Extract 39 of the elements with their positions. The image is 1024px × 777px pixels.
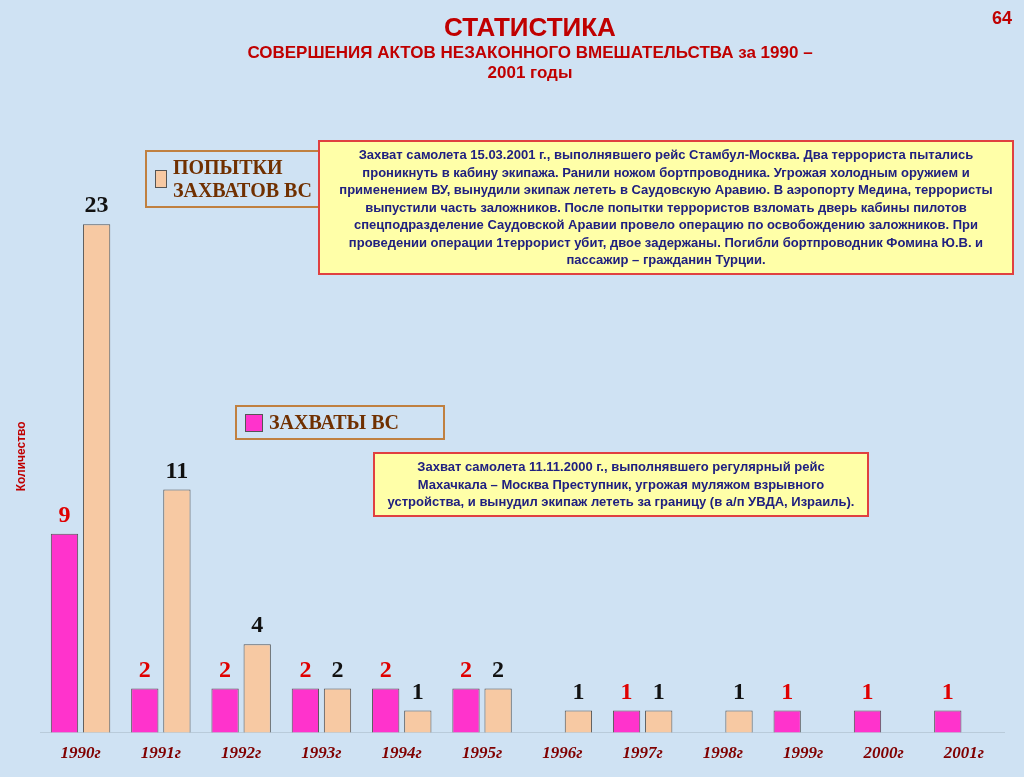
- data-label: 4: [251, 611, 264, 638]
- data-label: 1: [572, 677, 585, 704]
- data-label: 2: [138, 655, 151, 682]
- data-label: 11: [165, 456, 189, 483]
- x-tick-label: 1994г: [381, 743, 422, 763]
- x-tick-label: 2000г: [862, 743, 904, 763]
- x-tick-label: 1999г: [783, 743, 824, 763]
- x-tick-label: 1991г: [140, 743, 181, 763]
- data-label: 1: [620, 677, 633, 704]
- text: 64: [991, 8, 1012, 29]
- x-tick-label: 1998г: [702, 743, 744, 763]
- data-label: 1: [941, 677, 954, 704]
- data-label: 2: [219, 655, 232, 682]
- data-label: 23: [84, 191, 109, 218]
- data-label: 2: [492, 655, 505, 682]
- x-tick-label: 1992г: [221, 743, 262, 763]
- legend-label: ПОПЫТКИ ЗАХВАТОВ ВС: [172, 156, 313, 202]
- callout-box: Захват самолета 15.03.2001 г., выполнявшего рейс Стамбул-Москва. Два террориста пытались проникнуть в кабину экипажа. Ранили ножом бортпроводника. Угрожая холодным оружием и применением ВУ, вынудили экипаж лететь в Саудовскую Аравию. В аэропорту Медина, террористы выпустили часть заложников. После попытки террористов взломать дверь кабины пилотов спецподразделение Саудовской Аравии провело операцию по освобождению заложников. При проведении операции 1террорист убит, двое задержаны. Погибли бортпроводник Фомина Ю.В. и пассажир – гражданин Турции.: [318, 140, 1014, 275]
- data-label: 2: [331, 655, 344, 682]
- legend-label: ЗАХВАТЫ ВС: [269, 411, 399, 434]
- x-tick-label: 1990г: [60, 743, 101, 763]
- data-label: 1: [861, 677, 874, 704]
- x-tick-label: 1996г: [542, 743, 583, 763]
- y-axis-title: Количество: [13, 421, 28, 492]
- data-label: 2: [379, 655, 392, 682]
- chart-title: СТАТИСТИКА: [443, 12, 617, 43]
- data-label: 9: [58, 500, 71, 527]
- callout-box: Захват самолета 11.11.2000 г., выполнявшего регулярный рейс Махачкала – Москва Преступник, угрожая муляжом взрывного устройства, и вынудил экипаж лететь за границу (в а/п УВДА, Израиль).: [373, 452, 869, 517]
- data-label: 1: [411, 677, 424, 704]
- data-label: 2: [299, 655, 312, 682]
- x-tick-label: 2001г: [942, 743, 984, 763]
- chart-subtitle: СОВЕРШЕНИЯ АКТОВ НЕЗАКОННОГО ВМЕШАТЕЛЬСТВА за 1990 – 2001 годы: [246, 43, 814, 83]
- data-label: 1: [652, 677, 665, 704]
- x-tick-label: 1995г: [461, 743, 503, 763]
- data-label: 1: [733, 677, 746, 704]
- x-tick-label: 1993г: [301, 743, 342, 763]
- data-label: 1: [781, 677, 794, 704]
- x-tick-label: 1997г: [622, 743, 663, 763]
- data-label: 2: [459, 655, 472, 682]
